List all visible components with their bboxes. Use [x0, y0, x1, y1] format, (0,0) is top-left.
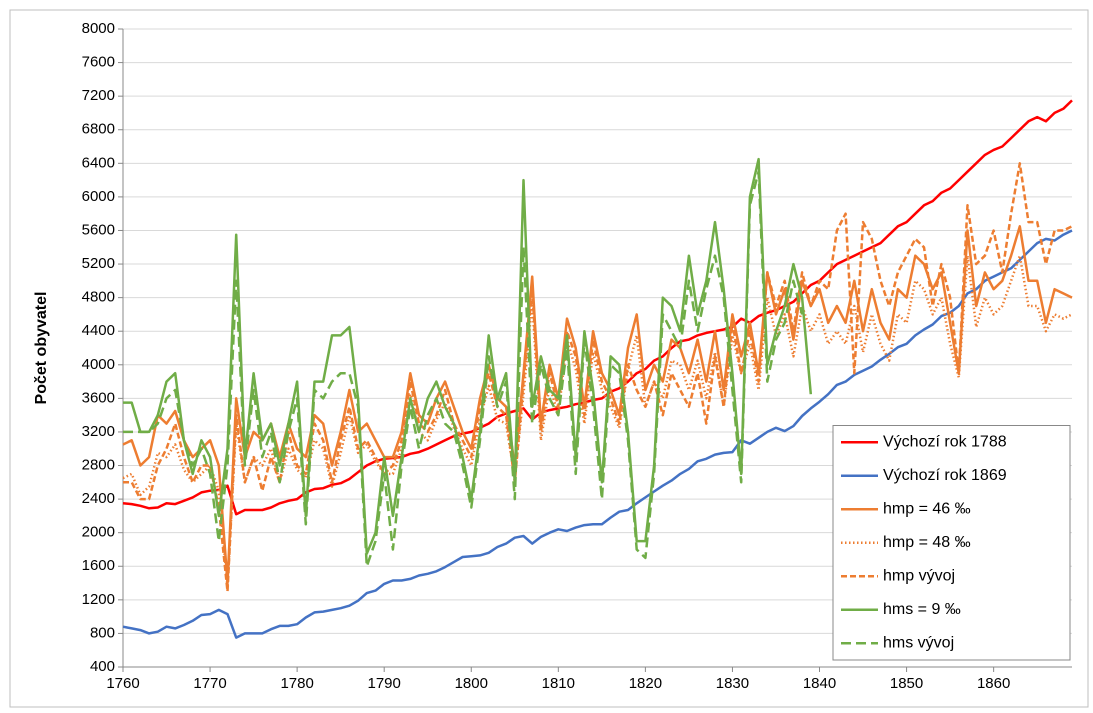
x-tick-label: 1800 — [455, 675, 488, 692]
y-tick-label: 7200 — [82, 87, 115, 104]
legend-label: hmp vývoj — [883, 567, 955, 584]
legend-label: hms vývoj — [883, 634, 954, 651]
line-series — [123, 162, 1073, 593]
y-tick-label: 400 — [90, 658, 115, 675]
legend-box — [832, 425, 1071, 661]
x-tick-label: 1820 — [629, 675, 662, 692]
y-tick-label: 4000 — [82, 356, 115, 373]
x-tick-label: 1860 — [977, 675, 1010, 692]
y-tick-label: 4400 — [82, 322, 115, 339]
y-tick-label: 1200 — [82, 591, 115, 608]
y-tick-label: 7600 — [82, 54, 115, 71]
line-series — [122, 99, 1073, 516]
y-tick-label: 2000 — [82, 524, 115, 541]
x-tick-label: 1830 — [716, 675, 749, 692]
line-series — [122, 225, 1073, 585]
line-series — [123, 157, 813, 555]
y-tick-label: 1600 — [82, 557, 115, 574]
legend-label: Výchozí rok 1869 — [883, 467, 1007, 484]
y-tick-label: 6400 — [82, 154, 115, 171]
y-tick-label: 6000 — [82, 188, 115, 205]
y-tick-label: 3200 — [82, 423, 115, 440]
x-tick-label: 1760 — [106, 675, 139, 692]
y-tick-label: 4800 — [82, 289, 115, 306]
x-tick-label: 1790 — [368, 675, 401, 692]
x-tick-label: 1810 — [542, 675, 575, 692]
y-tick-label: 2800 — [82, 456, 115, 473]
x-tick-label: 1850 — [890, 675, 923, 692]
line-series — [123, 170, 804, 568]
y-tick-label: 6800 — [82, 121, 115, 138]
legend-label: hmp = 48 ‰ — [883, 534, 971, 551]
y-tick-label: 2400 — [82, 490, 115, 507]
y-tick-label: 8000 — [82, 20, 115, 37]
legend-label: Výchozí rok 1788 — [883, 433, 1007, 450]
line-series — [122, 229, 1073, 639]
x-tick-label: 1840 — [803, 675, 836, 692]
y-tick-label: 5200 — [82, 255, 115, 272]
y-tick-label: 3600 — [82, 389, 115, 406]
legend-label: hmp = 46 ‰ — [883, 500, 971, 517]
y-axis-label: Počet obyvatel — [33, 292, 50, 405]
legend-label: hms = 9 ‰ — [883, 601, 961, 618]
y-tick-label: 800 — [90, 624, 115, 641]
y-tick-label: 5600 — [82, 221, 115, 238]
x-tick-label: 1780 — [280, 675, 313, 692]
x-tick-label: 1770 — [193, 675, 226, 692]
